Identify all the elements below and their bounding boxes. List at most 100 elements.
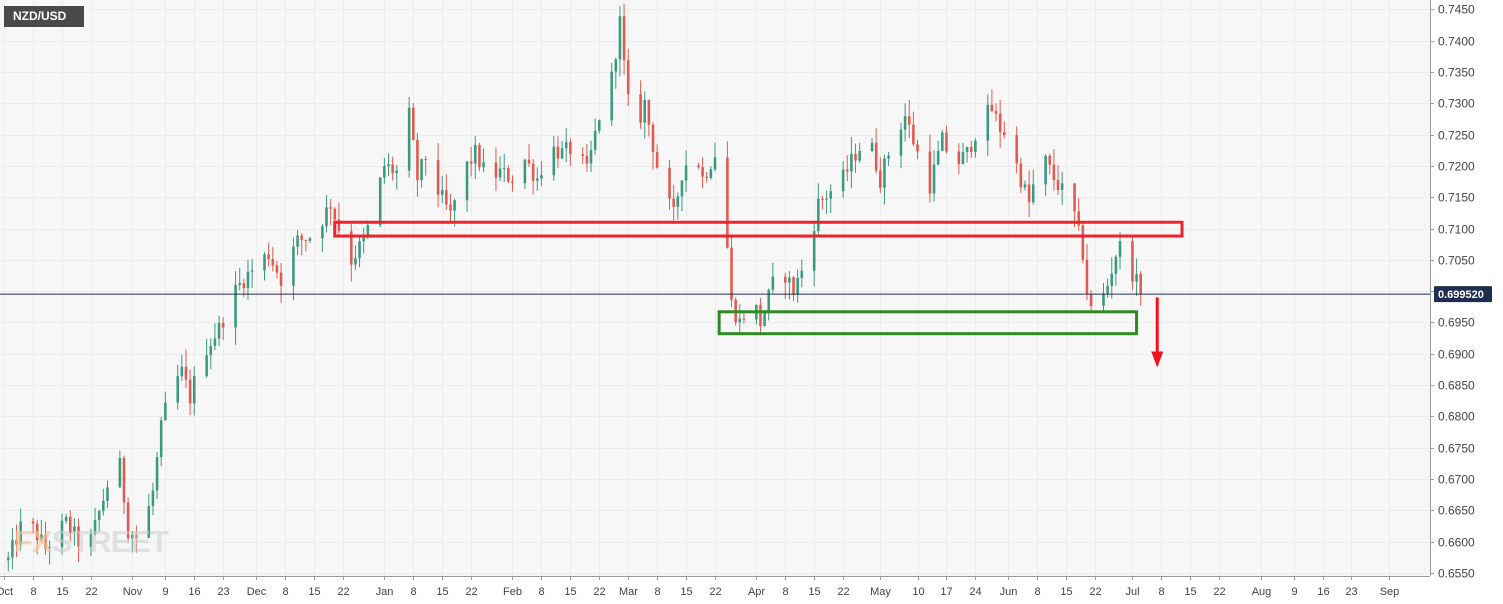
down-arrow-head bbox=[1151, 351, 1164, 368]
candle-body bbox=[928, 151, 932, 194]
candle-body bbox=[97, 511, 101, 521]
candle-body bbox=[726, 157, 729, 248]
candle-body bbox=[1114, 256, 1118, 274]
resistance-zone-box bbox=[333, 220, 1184, 238]
candle-body bbox=[676, 196, 680, 207]
candle-body bbox=[64, 516, 68, 521]
candle-body bbox=[176, 376, 179, 403]
candle-body bbox=[354, 258, 357, 265]
candle-body bbox=[1139, 274, 1142, 295]
candle-body bbox=[759, 304, 762, 326]
candle-body bbox=[597, 120, 601, 131]
y-axis-ticks: 0.6550 0.6600 0.6650 0.6700 0.6750 0.6800 0.68… bbox=[1430, 3, 1475, 581]
y-tick-label: 0.6850 bbox=[1438, 379, 1475, 393]
candle-body bbox=[308, 238, 312, 241]
candle-body bbox=[35, 523, 39, 541]
candle-body bbox=[879, 170, 882, 188]
candle-body bbox=[1085, 259, 1089, 294]
candle-body bbox=[614, 59, 618, 72]
candle-body bbox=[391, 164, 394, 173]
x-tick-label: 23 bbox=[217, 586, 229, 598]
candle-body bbox=[783, 276, 787, 283]
candle-body bbox=[589, 149, 593, 164]
candle-body bbox=[655, 152, 659, 168]
candle-body bbox=[841, 169, 845, 192]
candle-body bbox=[990, 104, 994, 112]
y-tick-label: 0.6900 bbox=[1438, 348, 1475, 362]
candle-body bbox=[858, 151, 861, 161]
candle-body bbox=[812, 231, 816, 271]
candle-body bbox=[238, 283, 241, 286]
y-tick-label: 0.6750 bbox=[1438, 442, 1475, 456]
x-tick-label: Mar bbox=[619, 586, 638, 598]
candle-body bbox=[994, 111, 998, 114]
y-tick-label: 0.7150 bbox=[1438, 191, 1475, 205]
x-tick-label: 8 bbox=[1034, 586, 1040, 598]
y-tick-label: 0.7200 bbox=[1438, 160, 1475, 174]
candle-body bbox=[445, 190, 448, 205]
candle-body bbox=[507, 168, 510, 182]
x-tick-label: 10 bbox=[912, 586, 924, 598]
candle-body bbox=[135, 534, 138, 538]
candle-body bbox=[502, 168, 506, 170]
x-tick-label: Sep bbox=[1380, 586, 1400, 598]
candle-body bbox=[424, 159, 427, 161]
candle-body bbox=[569, 142, 572, 155]
x-tick-label: 8 bbox=[538, 586, 544, 598]
candle-body bbox=[416, 139, 419, 181]
candle-body bbox=[449, 204, 452, 211]
candle-body bbox=[581, 154, 585, 156]
candle-body bbox=[436, 159, 440, 195]
candle-body bbox=[102, 500, 105, 512]
candle-body bbox=[912, 124, 915, 145]
candle-body bbox=[511, 181, 514, 184]
candle-body bbox=[974, 140, 977, 152]
candle-body bbox=[556, 146, 560, 159]
candle-body bbox=[771, 276, 775, 290]
candle-body bbox=[1019, 163, 1023, 188]
x-tick-label: 9 bbox=[1291, 586, 1297, 598]
candle-body bbox=[93, 520, 97, 535]
candle-body bbox=[829, 191, 833, 199]
candle-body bbox=[523, 159, 527, 184]
y-tick-label: 0.7400 bbox=[1438, 35, 1475, 49]
candle-body bbox=[11, 540, 14, 558]
x-tick-label: 22 bbox=[709, 586, 721, 598]
candle-body bbox=[907, 116, 911, 125]
candle-body bbox=[738, 318, 742, 323]
candle-body bbox=[854, 153, 857, 161]
candle-body bbox=[1081, 225, 1085, 260]
candle-body bbox=[969, 146, 973, 152]
candle-body bbox=[932, 164, 936, 194]
candle-body bbox=[850, 153, 853, 172]
x-tick-label: 22 bbox=[837, 586, 849, 598]
candle-body bbox=[325, 207, 328, 227]
candle-body bbox=[19, 521, 22, 545]
candle-body bbox=[527, 159, 531, 164]
candle-body bbox=[1060, 183, 1064, 190]
candle-body bbox=[916, 144, 919, 152]
y-tick-label: 0.6700 bbox=[1438, 473, 1475, 487]
candle-body bbox=[474, 144, 477, 164]
y-tick-label: 0.6950 bbox=[1438, 316, 1475, 330]
candle-body bbox=[680, 180, 684, 197]
support-zone-box bbox=[717, 310, 1139, 336]
x-tick-label: Dec bbox=[247, 586, 267, 598]
candle-body bbox=[366, 225, 370, 237]
candle-body bbox=[362, 236, 365, 242]
x-tick-label: 15 bbox=[564, 586, 576, 598]
x-tick-label: 9 bbox=[162, 586, 168, 598]
x-tick-label: 8 bbox=[782, 586, 788, 598]
candle-body bbox=[159, 420, 163, 458]
candle-body bbox=[1131, 241, 1134, 282]
candle-body bbox=[188, 379, 192, 404]
candle-body bbox=[1089, 293, 1093, 307]
candle-body bbox=[668, 167, 671, 199]
x-tick-label: Jul bbox=[1125, 586, 1139, 598]
y-tick-label: 0.7050 bbox=[1438, 254, 1475, 268]
candle-body bbox=[122, 458, 126, 503]
candle-body bbox=[998, 113, 1002, 132]
candle-body bbox=[763, 311, 766, 326]
x-tick-label: Jun bbox=[1000, 586, 1018, 598]
